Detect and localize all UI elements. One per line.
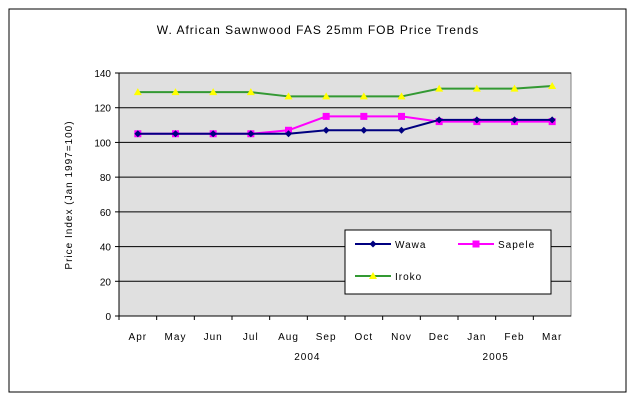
x-tick-label: Aug <box>278 332 299 343</box>
x-tick-label: Apr <box>129 332 148 343</box>
x-tick-label: Feb <box>504 332 524 343</box>
series-line-wawa <box>137 118 553 135</box>
data-point-wawa <box>473 116 481 124</box>
legend-label-wawa: Wawa <box>395 240 426 251</box>
x-tick-label: Oct <box>355 332 374 343</box>
series-line-iroko <box>137 85 553 98</box>
x-tick-label: May <box>165 332 187 343</box>
year-label: 2004 <box>294 352 320 363</box>
legend: Wawa Sapele Iroko <box>344 229 552 295</box>
data-point-wawa <box>369 240 377 248</box>
chart-title: W. African Sawnwood FAS 25mm FOB Price T… <box>157 23 479 37</box>
data-point-iroko <box>369 272 377 279</box>
y-tick-label: 20 <box>100 277 112 288</box>
y-axis-label: Price Index (Jan 1997=100) <box>64 120 75 269</box>
data-point-wawa <box>134 130 142 138</box>
legend-label-sapele: Sapele <box>498 240 535 251</box>
y-tick-label: 100 <box>94 138 111 149</box>
y-tick-label: 120 <box>94 104 111 115</box>
data-point-wawa <box>398 126 405 134</box>
data-point-wawa <box>322 126 330 134</box>
data-point-wawa <box>435 116 443 124</box>
data-point-iroko <box>284 92 293 100</box>
x-tick-label: Jun <box>204 332 223 343</box>
y-tick-label: 80 <box>100 173 112 184</box>
data-point-sapele <box>472 240 480 248</box>
data-point-wawa <box>511 116 518 124</box>
data-point-iroko <box>209 88 218 96</box>
data-point-iroko <box>435 84 444 92</box>
x-tick-label: Nov <box>391 332 412 343</box>
data-point-iroko <box>133 88 142 96</box>
x-tick-label: Dec <box>429 332 450 343</box>
x-tick-label: Sep <box>316 332 337 343</box>
y-tick-label: 60 <box>100 208 112 219</box>
data-point-wawa <box>360 126 368 134</box>
data-point-sapele <box>322 112 330 120</box>
y-tick-label: 40 <box>100 243 112 254</box>
data-point-wawa <box>209 130 217 138</box>
data-point-wawa <box>548 116 556 124</box>
data-point-wawa <box>172 130 179 138</box>
data-point-iroko <box>246 88 255 96</box>
data-point-iroko <box>472 84 481 92</box>
data-point-iroko <box>359 92 368 100</box>
data-point-iroko <box>548 82 557 90</box>
data-point-wawa <box>247 130 255 138</box>
data-point-iroko <box>510 84 519 92</box>
data-point-iroko <box>397 92 406 100</box>
x-tick-label: Jan <box>467 332 486 343</box>
x-tick-label: Jul <box>243 332 259 343</box>
data-point-sapele <box>398 112 405 120</box>
x-tick-label: Mar <box>542 332 562 343</box>
legend-label-iroko: Iroko <box>395 272 422 283</box>
y-tick-label: 0 <box>105 312 111 323</box>
data-point-wawa <box>285 130 292 138</box>
data-point-iroko <box>322 92 331 100</box>
year-label: 2005 <box>483 352 509 363</box>
data-point-sapele <box>360 112 368 120</box>
data-point-iroko <box>171 88 180 96</box>
y-tick-label: 140 <box>94 69 111 80</box>
